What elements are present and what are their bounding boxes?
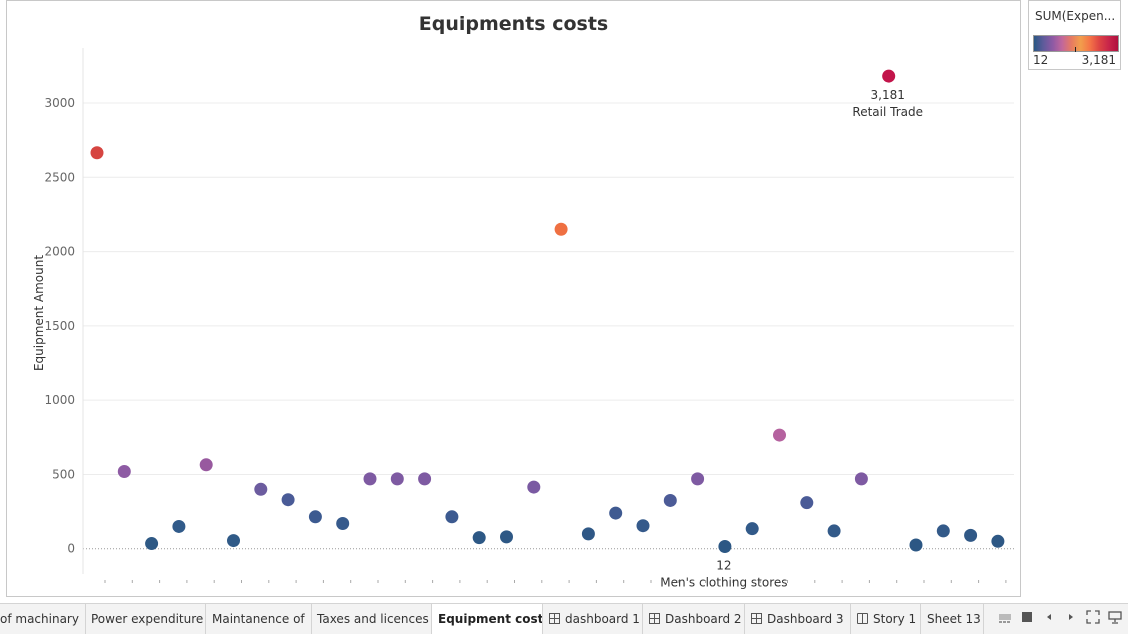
data-point (527, 480, 541, 494)
tab-maintanence-of[interactable]: Maintanence of (206, 604, 312, 634)
tab-dashboard-3[interactable]: Dashboard 3 (745, 604, 851, 634)
data-point (909, 538, 923, 552)
data-point (854, 472, 868, 486)
data-point (609, 506, 623, 520)
data-point (199, 458, 213, 472)
data-point (718, 540, 732, 554)
worksheet-view: Equipments costs 0 500 1000 1500 2000 2500 300… (6, 0, 1021, 597)
y-tick-label: 2000 (44, 245, 75, 259)
scatter-plot: 0 500 1000 1500 2000 2500 3000 Equipment Amount… (32, 48, 1014, 590)
color-legend[interactable]: SUM(Expen... 12 3,181 (1028, 0, 1121, 70)
data-point (281, 493, 295, 507)
data-point (581, 527, 595, 541)
data-point (827, 524, 841, 538)
data-point (254, 482, 268, 496)
tab-label: Story 1 (873, 612, 917, 626)
data-point (745, 522, 759, 536)
data-value-label: 3,181 (871, 88, 905, 102)
data-point (308, 510, 322, 524)
tab-label: Power expenditure (91, 612, 204, 626)
tab-label: Sheet 13 (927, 612, 981, 626)
legend-tick-mark (1075, 47, 1076, 52)
story-icon (857, 613, 868, 624)
legend-min-label: 12 (1033, 53, 1049, 67)
presentation-mode-icon[interactable] (1106, 610, 1124, 628)
data-point (773, 428, 786, 442)
data-value-label: 12 (716, 559, 731, 573)
tab-taxes-and-licences[interactable]: Taxes and licences (312, 604, 432, 634)
legend-max-label: 3,181 (1081, 53, 1116, 67)
tab-label: Dashboard 2 (665, 612, 742, 626)
data-point (90, 146, 104, 160)
data-point (991, 534, 1005, 548)
fullscreen-icon[interactable] (1084, 610, 1102, 628)
chart-title: Equipments costs (418, 13, 609, 35)
data-point (363, 472, 377, 486)
tab-dashboard-1[interactable]: dashboard 1 (543, 604, 643, 634)
data-point (636, 519, 650, 533)
previous-sheet-icon[interactable] (1040, 610, 1058, 628)
data-point (691, 472, 705, 486)
legend-gradient-bar (1033, 35, 1119, 52)
tab-sheet-13[interactable]: Sheet 13 (921, 604, 984, 634)
data-point (800, 496, 814, 510)
data-point (117, 464, 131, 478)
y-tick-label: 1500 (44, 319, 75, 333)
data-point (445, 510, 459, 524)
tab-label: Maintanence of (212, 612, 305, 626)
data-point (554, 222, 568, 236)
y-tick-label: 2500 (44, 170, 75, 184)
data-point (227, 534, 240, 548)
data-point (882, 69, 896, 83)
data-point (500, 530, 513, 544)
tab-story-1[interactable]: Story 1 (851, 604, 921, 634)
y-axis-label: Equipment Amount (32, 255, 46, 371)
tab-label: Equipment costs (438, 612, 543, 626)
filmstrip-view-icon[interactable] (996, 610, 1014, 628)
legend-title: SUM(Expen... (1035, 9, 1116, 23)
tab-label: of machinary (0, 612, 79, 626)
y-tick-label: 500 (52, 467, 75, 481)
dashboard-icon (751, 613, 762, 624)
tab-label: dashboard 1 (565, 612, 640, 626)
y-tick-label: 1000 (44, 393, 75, 407)
next-sheet-icon[interactable] (1062, 610, 1080, 628)
data-point (472, 531, 486, 545)
sheet-tab-bar: of machinary Power expenditure Maintanen… (0, 603, 1128, 634)
dashboard-icon (649, 613, 660, 624)
data-category-label: Men's clothing stores (660, 576, 787, 590)
data-point (964, 528, 978, 542)
data-point (145, 537, 159, 551)
tab-power-expenditure[interactable]: Power expenditure (86, 604, 206, 634)
data-category-label: Retail Trade (852, 105, 923, 119)
tabs-view-icon[interactable] (1018, 610, 1036, 628)
data-point (172, 519, 186, 533)
tab-equipment-costs[interactable]: Equipment costs (432, 604, 543, 634)
y-tick-label: 0 (67, 542, 75, 556)
data-point (936, 524, 950, 538)
dashboard-icon (549, 613, 560, 624)
tab-label: Taxes and licences (317, 612, 429, 626)
data-point (336, 516, 350, 530)
data-point (418, 472, 432, 486)
tab-dashboard-2[interactable]: Dashboard 2 (643, 604, 745, 634)
y-tick-label: 3000 (44, 96, 75, 110)
data-point (390, 472, 404, 486)
data-point (663, 493, 677, 507)
tab-of-machinary[interactable]: of machinary (0, 604, 86, 634)
tab-label: Dashboard 3 (767, 612, 844, 626)
